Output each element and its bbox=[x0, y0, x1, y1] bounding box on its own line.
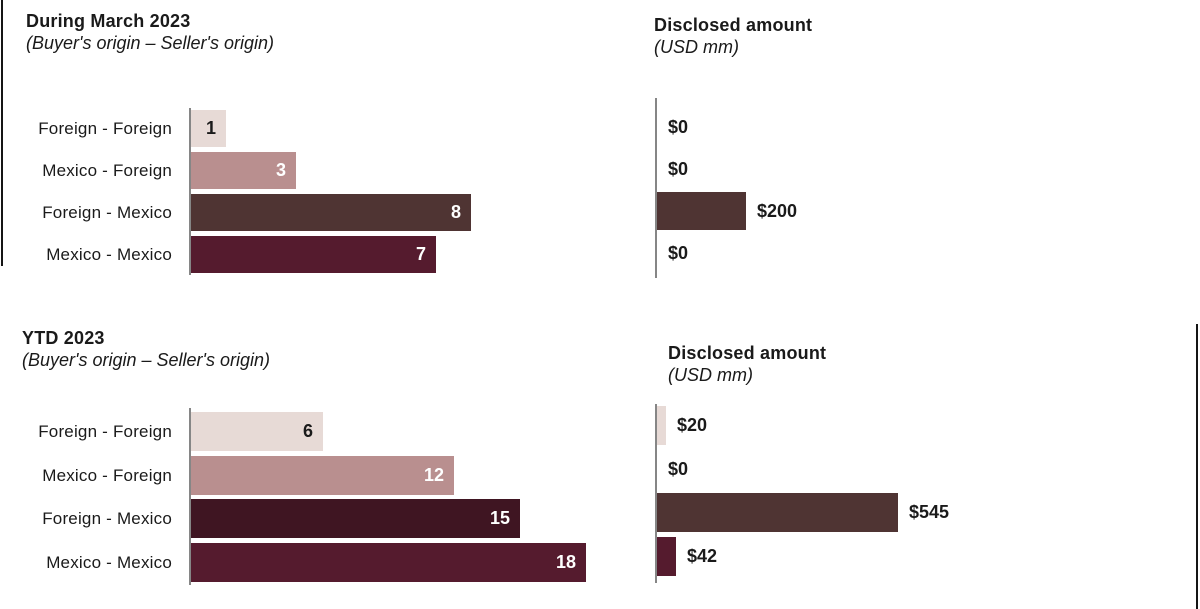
ytd-header: YTD 2023 (Buyer's origin – Seller's orig… bbox=[22, 327, 270, 371]
march-amount-title: Disclosed amount bbox=[654, 15, 813, 35]
count-bar: 6 bbox=[191, 412, 323, 451]
count-value-label: 15 bbox=[489, 508, 510, 528]
amount-value-label: $200 bbox=[757, 200, 798, 221]
count-value-label: 12 bbox=[423, 465, 444, 485]
right-crop-line bbox=[1196, 324, 1198, 609]
category-label: Foreign - Mexico bbox=[42, 508, 172, 528]
march-amount-header: Disclosed amount (USD mm) bbox=[654, 14, 812, 58]
count-value-label: 7 bbox=[415, 244, 426, 264]
left-crop-line bbox=[1, 0, 3, 266]
count-bar: 8 bbox=[191, 194, 471, 231]
amount-bar bbox=[657, 493, 898, 532]
category-label: Mexico - Foreign bbox=[42, 465, 172, 485]
amount-value-label: $42 bbox=[687, 546, 718, 566]
amount-bar bbox=[657, 192, 746, 230]
amount-value-label: $545 bbox=[909, 502, 950, 522]
amount-value-label: $20 bbox=[677, 415, 708, 435]
amount-value-label: $0 bbox=[668, 459, 689, 479]
ytd-amount-subtitle: (USD mm) bbox=[668, 365, 753, 385]
march-amount-subtitle: (USD mm) bbox=[654, 37, 739, 57]
count-bar: 1 bbox=[191, 110, 226, 147]
ytd-amount-header: Disclosed amount (USD mm) bbox=[668, 342, 826, 386]
count-value-label: 18 bbox=[555, 552, 576, 572]
amount-axis-line bbox=[655, 404, 657, 583]
category-label: Foreign - Foreign bbox=[38, 118, 172, 138]
amount-value-label: $0 bbox=[668, 242, 689, 263]
count-bar: 18 bbox=[191, 543, 586, 582]
march-subtitle: (Buyer's origin – Seller's origin) bbox=[26, 33, 274, 53]
count-bar: 7 bbox=[191, 236, 436, 273]
count-value-label: 6 bbox=[302, 421, 313, 441]
count-value-label: 8 bbox=[450, 202, 461, 222]
category-label: Foreign - Mexico bbox=[42, 202, 172, 222]
count-bar: 3 bbox=[191, 152, 296, 189]
count-value-label: 3 bbox=[275, 160, 286, 180]
category-label: Foreign - Foreign bbox=[38, 421, 172, 441]
count-axis-line bbox=[189, 108, 191, 275]
ytd-title: YTD 2023 bbox=[22, 328, 105, 348]
march-header: During March 2023 (Buyer's origin – Sell… bbox=[26, 10, 274, 54]
count-axis-line bbox=[189, 408, 191, 585]
amount-value-label: $0 bbox=[668, 116, 689, 137]
ytd-subtitle: (Buyer's origin – Seller's origin) bbox=[22, 350, 270, 370]
amount-bar bbox=[657, 537, 676, 576]
count-bar: 15 bbox=[191, 499, 520, 538]
march-title: During March 2023 bbox=[26, 11, 191, 31]
amount-value-label: $0 bbox=[668, 158, 689, 179]
amount-bar bbox=[657, 406, 666, 445]
category-label: Mexico - Mexico bbox=[46, 244, 172, 264]
amount-axis-line bbox=[655, 98, 657, 278]
category-label: Mexico - Foreign bbox=[42, 160, 172, 180]
category-label: Mexico - Mexico bbox=[46, 552, 172, 572]
ytd-amount-title: Disclosed amount bbox=[668, 343, 827, 363]
count-bar: 12 bbox=[191, 456, 454, 495]
count-value-label: 1 bbox=[205, 118, 216, 138]
